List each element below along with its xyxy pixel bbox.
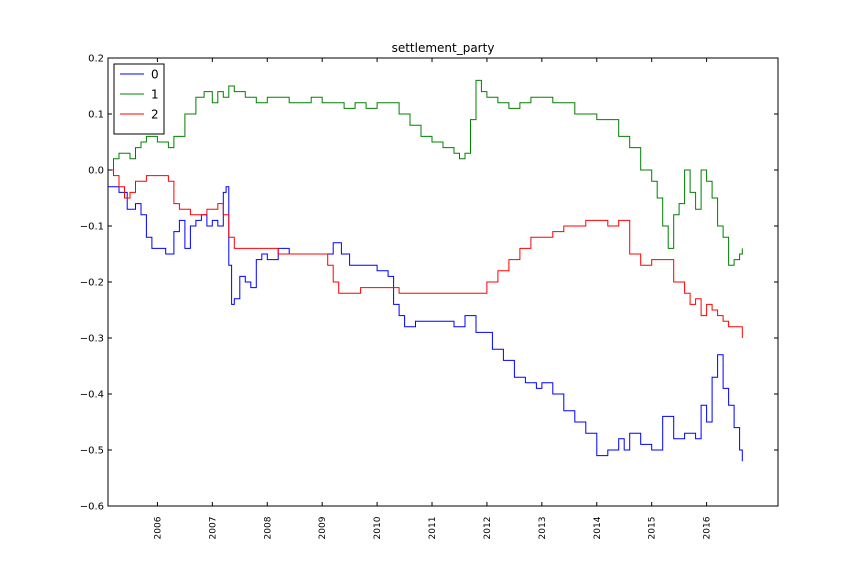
legend-label-2: 2 [151,108,159,122]
y-tick-label: 0.1 [88,110,104,121]
y-tick-label: −0.1 [80,222,104,233]
y-tick-label: −0.5 [80,446,104,457]
x-tick-label: 2007 [208,517,218,540]
series-line-0 [108,186,743,462]
series-layer [108,79,743,462]
x-tick-label: 2014 [593,516,603,539]
series-line-1 [108,79,743,266]
legend-label-1: 1 [151,88,159,102]
y-tick-label: −0.2 [80,278,104,289]
x-tick-label: 2015 [648,517,658,540]
legend-box [113,63,165,135]
x-tick-label: 2008 [263,516,273,539]
y-tick-label: −0.3 [80,334,104,345]
chart-title: settlement_party [392,41,495,55]
series-line-2 [108,169,743,338]
y-tick-label: −0.4 [80,390,104,401]
x-tick-label: 2012 [483,517,493,540]
y-tick-label: 0.2 [88,54,104,65]
x-tick-label: 2013 [538,517,548,540]
x-tick-label: 2009 [318,516,328,539]
y-tick-label: −0.6 [80,502,104,513]
x-tick-label: 2011 [428,517,438,540]
y-tick-label: 0.0 [88,166,104,177]
x-tick-label: 2010 [373,516,383,539]
x-tick-label: 2006 [153,516,163,539]
x-tick-label: 2016 [703,516,713,539]
legend-label-0: 0 [151,68,159,82]
legend: 0 1 2 [113,63,165,135]
